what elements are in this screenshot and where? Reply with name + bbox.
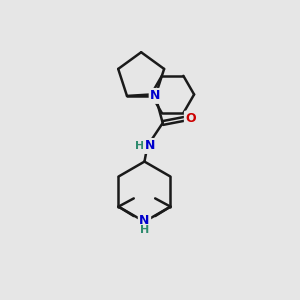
Text: N: N bbox=[150, 89, 161, 102]
Text: O: O bbox=[185, 112, 196, 125]
Text: N: N bbox=[145, 140, 155, 152]
Text: H: H bbox=[140, 226, 149, 236]
Text: H: H bbox=[134, 141, 144, 151]
Text: N: N bbox=[139, 214, 150, 227]
